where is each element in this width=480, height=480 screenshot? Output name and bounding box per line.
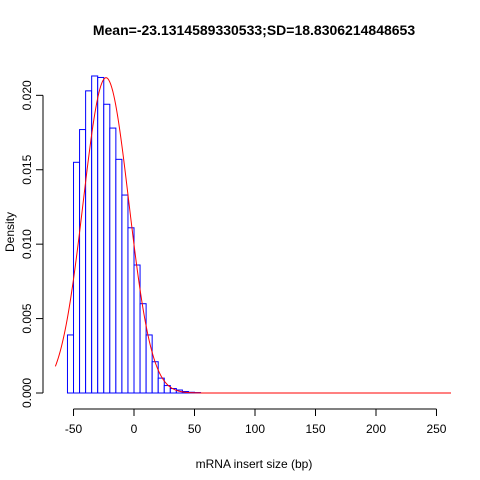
y-tick-label: 0.015 (20, 154, 34, 184)
x-tick-label: 150 (305, 422, 325, 436)
x-tick-label: -50 (65, 422, 83, 436)
histogram-bar (121, 194, 129, 394)
x-tick-label: 50 (188, 422, 202, 436)
histogram-bar (91, 75, 99, 394)
histogram-bar (115, 158, 123, 394)
y-axis: 0.000 0.005 0.010 0.015 0.020 (20, 80, 44, 408)
x-axis-label: mRNA insert size (bp) (196, 457, 313, 471)
histogram-bar (66, 334, 75, 394)
y-axis-label: Density (3, 212, 17, 252)
bars-group (66, 75, 202, 394)
y-tick-label: 0.000 (20, 378, 34, 408)
x-tick-label: 100 (245, 422, 265, 436)
histogram-bar (97, 76, 105, 394)
histogram-bar (85, 90, 93, 394)
histogram-bar (151, 361, 159, 394)
histogram-bar (73, 161, 81, 394)
histogram-bar (139, 303, 147, 394)
chart-title: Mean=-23.1314589330533;SD=18.83062148486… (93, 22, 415, 38)
x-tick-label: 0 (131, 422, 138, 436)
y-tick-label: 0.010 (20, 229, 34, 259)
histogram-bar (145, 334, 153, 394)
x-tick-label: 200 (366, 422, 386, 436)
histogram-bar (79, 129, 87, 394)
normal-density-curve (54, 77, 451, 394)
x-axis: -50 0 50 100 150 200 250 (65, 408, 447, 436)
histogram-bar (109, 127, 117, 394)
y-tick-label: 0.020 (20, 80, 34, 110)
histogram-bar (103, 103, 111, 394)
histogram-bar (127, 227, 135, 394)
y-tick-label: 0.005 (20, 303, 34, 333)
x-tick-label: 250 (426, 422, 446, 436)
